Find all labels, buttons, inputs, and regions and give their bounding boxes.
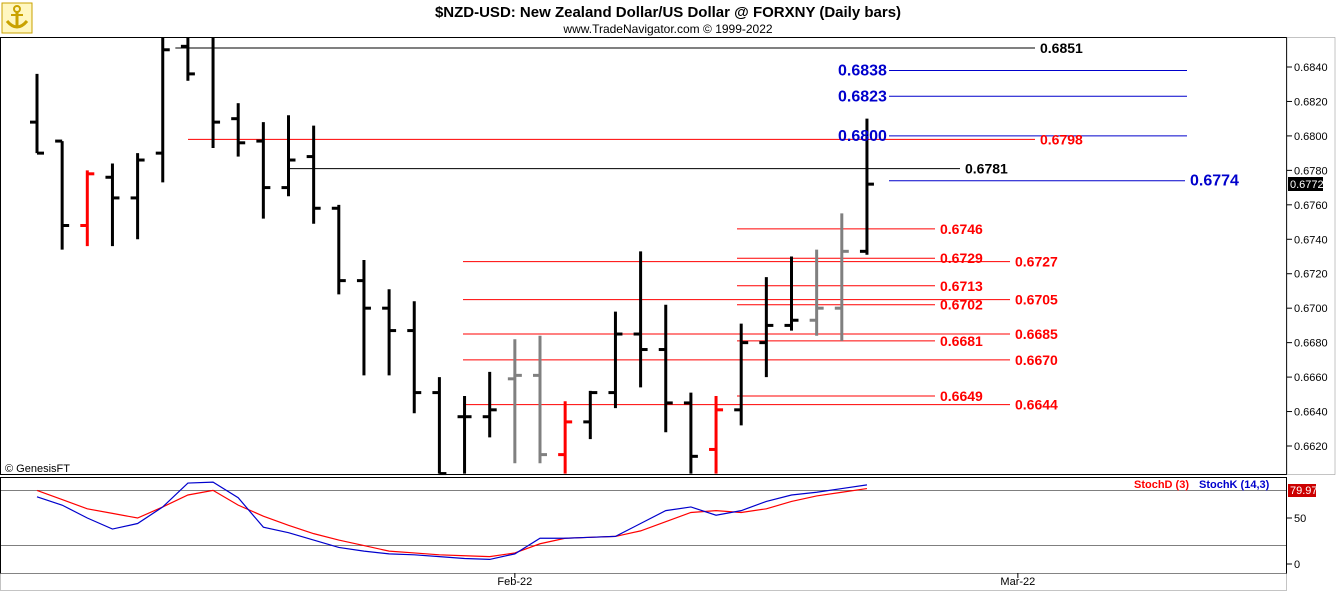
chart-title: $NZD-USD: New Zealand Dollar/US Dollar @… — [435, 4, 901, 21]
price-tick-label: 0.6800 — [1294, 131, 1328, 143]
level-label: 0.6713 — [940, 278, 983, 294]
level-label: 0.6685 — [1015, 326, 1058, 342]
time-axis-labels: Feb-22 Mar-22 — [497, 573, 1035, 588]
level-label: 0.6644 — [1015, 397, 1058, 413]
ohlc-bar — [784, 256, 799, 331]
level-label: 0.6851 — [1040, 40, 1083, 56]
ohlc-bar — [356, 259, 371, 376]
price-tick-label: 0.6780 — [1294, 165, 1328, 177]
ohlc-bar — [55, 139, 70, 250]
price-tick-label: 0.6700 — [1294, 303, 1328, 315]
ohlc-bar — [281, 115, 296, 197]
stoch-last-marker: 79.97 — [1288, 484, 1318, 497]
ohlc-bars — [30, 38, 874, 476]
ohlc-bar — [633, 251, 648, 388]
price-tick-label: 0.6640 — [1294, 407, 1328, 419]
ohlc-bar — [306, 125, 321, 224]
ohlc-bar — [482, 371, 497, 438]
ohlc-bar — [507, 339, 522, 464]
stochastic-lines — [1, 481, 1286, 561]
price-axis-ticks: 0.6840 0.6820 0.6800 0.6780 0.6760 0.6740 0.67… — [1287, 62, 1328, 453]
ohlc-bar — [80, 170, 95, 247]
level-label: 0.6781 — [965, 161, 1008, 177]
level-label: 0.6838 — [838, 62, 887, 79]
level-lines — [175, 47, 1187, 406]
time-axis — [0, 573, 1287, 591]
watermark: © GenesisFT — [5, 463, 70, 475]
ohlc-bar — [211, 38, 221, 148]
stoch-tick-label: 50 — [1294, 513, 1306, 525]
price-tick-label: 0.6680 — [1294, 338, 1328, 350]
level-label: 0.6823 — [838, 88, 887, 105]
ohlc-bar — [30, 73, 44, 155]
stoch-tick-label: 0 — [1294, 559, 1300, 571]
last-price-marker: 0.6772 — [1288, 177, 1324, 191]
level-label: 0.6798 — [1040, 131, 1083, 147]
price-tick-label: 0.6820 — [1294, 96, 1328, 108]
price-tick-label: 0.6720 — [1294, 269, 1328, 281]
price-tick-label: 0.6660 — [1294, 372, 1328, 384]
price-tick-label: 0.6620 — [1294, 441, 1328, 453]
level-label: 0.6774 — [1190, 173, 1239, 190]
ohlc-bar — [809, 249, 824, 336]
last-price-label: 0.6772 — [1290, 179, 1324, 191]
ohlc-bar — [658, 304, 673, 433]
ohlc-bar — [533, 335, 547, 464]
level-labels: 0.6851 0.6838 0.6823 0.6800 0.6798 0.6781 0.67… — [838, 40, 1239, 413]
stochastic-axis-ticks: 50 0 — [1287, 513, 1306, 571]
ohlc-bar — [331, 204, 346, 295]
ohlc-bar — [859, 118, 874, 255]
ohlc-bar — [155, 38, 170, 183]
level-label: 0.6705 — [1015, 292, 1058, 308]
level-label: 0.6649 — [940, 388, 983, 404]
ohlc-bar — [407, 301, 422, 414]
price-tick-label: 0.6740 — [1294, 234, 1328, 246]
level-label: 0.6670 — [1015, 352, 1058, 368]
level-label: 0.6702 — [940, 297, 983, 313]
ohlc-bar — [130, 153, 145, 240]
ohlc-bar — [231, 103, 246, 157]
price-tick-label: 0.6760 — [1294, 200, 1328, 212]
ohlc-bar — [583, 390, 598, 440]
level-label: 0.6729 — [940, 250, 983, 266]
ohlc-bar — [256, 122, 271, 219]
time-tick-label: Feb-22 — [497, 576, 532, 588]
ohlc-bar — [608, 311, 623, 409]
ohlc-bar — [105, 163, 120, 247]
stochd-line — [36, 487, 868, 558]
level-label: 0.6800 — [838, 128, 887, 145]
price-panel — [0, 37, 1287, 475]
stochk-line — [36, 481, 868, 561]
stochd-legend: StochD (3) — [1134, 479, 1189, 491]
ohlc-bar — [180, 38, 195, 81]
ohlc-bar — [382, 289, 397, 376]
ohlc-bar — [759, 277, 774, 378]
time-tick-label: Mar-22 — [1000, 576, 1035, 588]
ohlc-bar — [734, 323, 749, 426]
level-label: 0.6727 — [1015, 254, 1058, 270]
stoch-last-label: 79.97 — [1290, 485, 1318, 497]
stochk-legend: StochK (14,3) — [1199, 479, 1270, 491]
ohlc-bar — [709, 396, 724, 474]
ohlc-bar — [834, 213, 849, 341]
level-label: 0.6746 — [940, 221, 983, 237]
stochastic-panel — [0, 477, 1287, 574]
ohlc-bar — [457, 396, 472, 474]
anchor-logo-icon — [1, 2, 33, 34]
ohlc-bar — [432, 377, 447, 476]
price-axis — [1286, 37, 1336, 475]
chart-subtitle: www.TradeNavigator.com © 1999-2022 — [562, 22, 772, 36]
price-tick-label: 0.6840 — [1294, 62, 1328, 74]
ohlc-bar — [683, 392, 698, 474]
ohlc-bar — [558, 401, 573, 474]
level-label: 0.6681 — [940, 333, 983, 349]
